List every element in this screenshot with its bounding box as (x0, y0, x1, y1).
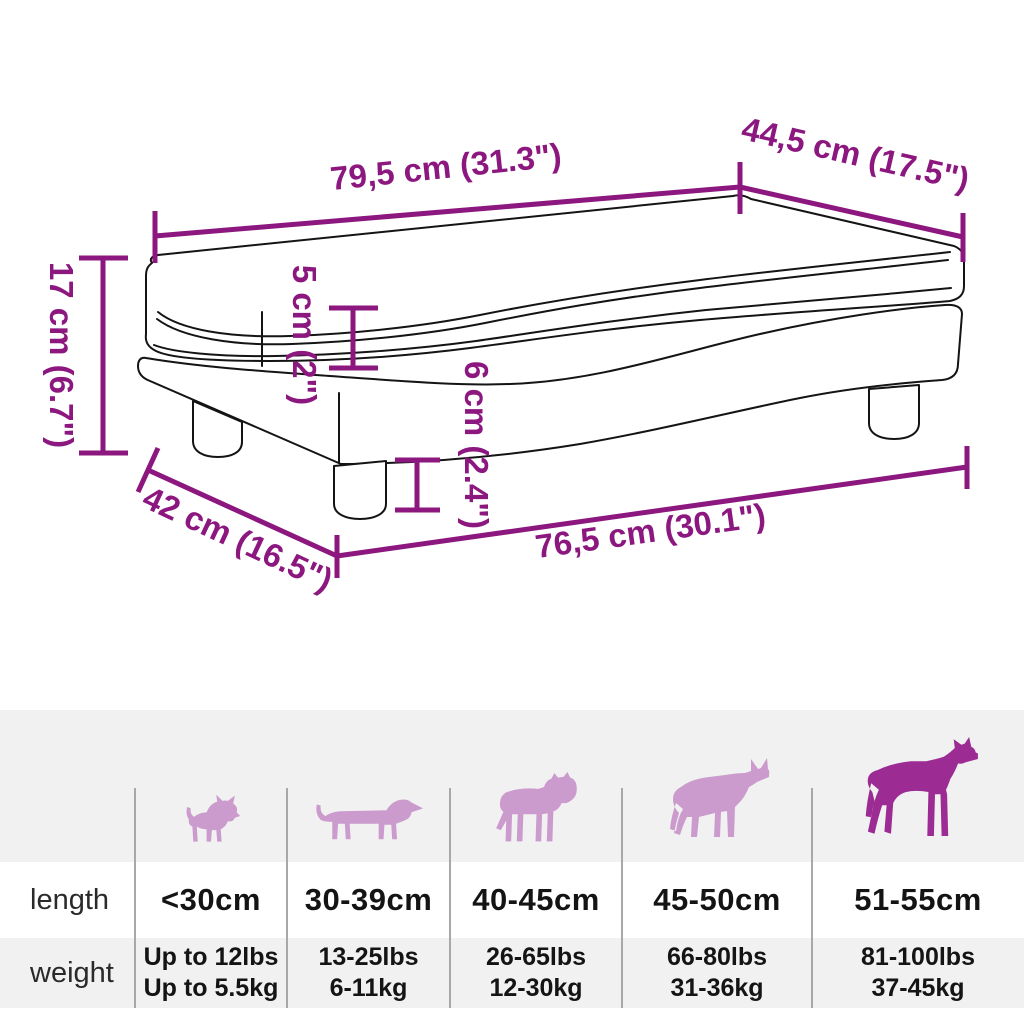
chihuahua-icon (135, 710, 287, 862)
weight-value: 26-65lbs 12-30kg (450, 938, 622, 1008)
length-row-band (0, 862, 1024, 938)
sofa-leg-right (868, 384, 920, 440)
dim-label-base-length: 76,5 cm (30.1") (533, 496, 768, 565)
dim-label-top-length: 79,5 cm (31.3") (328, 136, 563, 197)
weight-value: 81-100lbs 37-45kg (812, 938, 1024, 1008)
row-label-weight: weight (30, 956, 114, 989)
german-shepherd-icon (622, 710, 812, 862)
dim-label-base-depth: 42 cm (16.5") (137, 479, 338, 599)
length-value: 45-50cm (653, 882, 781, 917)
column-divider (134, 788, 136, 1008)
pet-sofa-drawing (137, 194, 965, 520)
weight-kg: Up to 5.5kg (143, 974, 279, 1002)
sofa-mattress (144, 194, 965, 362)
great-dane-icon (812, 710, 1024, 862)
weight-value: 13-25lbs 6-11kg (287, 938, 450, 1008)
column-divider (286, 788, 288, 1008)
chart-corner-cell (0, 710, 135, 862)
column-divider (621, 788, 623, 1008)
weight-kg: 6-11kg (329, 974, 408, 1002)
weight-lbs: 13-25lbs (318, 943, 419, 971)
weight-lbs: 81-100lbs (861, 943, 975, 971)
dim-line-height (79, 255, 128, 456)
weight-value: Up to 12lbs Up to 5.5kg (135, 938, 287, 1008)
dim-label-top-depth: 44,5 cm (17.5") (738, 110, 972, 198)
bull-terrier-icon (450, 710, 622, 862)
mattress-bottom-piping (153, 287, 952, 358)
weight-kg: 37-45kg (871, 974, 965, 1002)
dim-line-base-depth (135, 446, 339, 559)
dim-label-height: 17 cm (6.7") (43, 262, 80, 448)
dim-line-leg-height (395, 457, 440, 513)
dim-line-cushion (329, 305, 378, 371)
length-value: 51-55cm (854, 882, 982, 917)
weight-kg: 31-36kg (670, 974, 764, 1002)
column-divider (811, 788, 813, 1008)
length-value: 30-39cm (304, 882, 433, 917)
weight-lbs: Up to 12lbs (143, 943, 279, 971)
sofa-base (137, 303, 963, 465)
weight-lbs: 26-65lbs (485, 943, 587, 971)
length-value: 40-45cm (472, 882, 600, 917)
weight-lbs: 66-80lbs (666, 943, 768, 971)
sofa-leg-front-left (333, 460, 387, 520)
dim-label-cushion: 5 cm (2") (286, 265, 323, 405)
mattress-top-seam (157, 251, 951, 338)
length-value: <30cm (161, 882, 261, 917)
dim-label-leg-height: 6 cm (2.4") (458, 361, 495, 529)
dog-size-chart: length <30cm 30-39cm 40-45cm 45-50cm 51-… (0, 710, 1024, 1008)
sofa-leg-back-left (192, 400, 243, 458)
dim-line-top-depth (739, 184, 966, 262)
sofa-dimension-diagram: 79,5 cm (31.3") 44,5 cm (17.5") 17 cm (6… (43, 110, 973, 599)
weight-value: 66-80lbs 31-36kg (622, 938, 812, 1008)
weight-kg: 12-30kg (489, 974, 583, 1002)
dachshund-icon (287, 710, 450, 862)
row-label-length: length (30, 883, 110, 916)
column-divider (449, 788, 451, 1008)
dim-line-base-length (334, 446, 970, 578)
